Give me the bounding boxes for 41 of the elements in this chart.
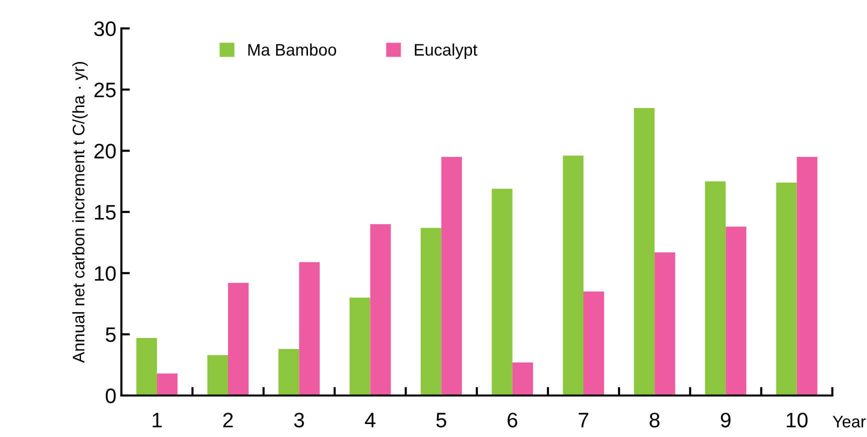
y-tick-label: 25 bbox=[94, 82, 116, 98]
y-tick-label: 10 bbox=[94, 266, 116, 281]
x-tick-label: 7 bbox=[578, 412, 588, 428]
bar bbox=[562, 156, 584, 396]
bar bbox=[370, 224, 391, 396]
x-tick-label: 5 bbox=[436, 412, 446, 428]
x-tick-label: 8 bbox=[650, 412, 660, 428]
y-tick-label: 30 bbox=[94, 21, 116, 36]
bar bbox=[634, 108, 655, 396]
x-tick-label: 9 bbox=[720, 412, 730, 428]
bar bbox=[512, 362, 534, 396]
legend-label: Eucalypt bbox=[414, 43, 478, 60]
bar bbox=[583, 291, 604, 396]
bar bbox=[441, 156, 462, 396]
bar bbox=[654, 252, 676, 396]
x-tick-label: 4 bbox=[364, 412, 376, 428]
legend-label: Ma Bamboo bbox=[248, 43, 336, 56]
bar bbox=[299, 262, 320, 396]
y-tick-label: 0 bbox=[106, 388, 116, 404]
bar bbox=[726, 226, 746, 396]
bar bbox=[796, 156, 818, 396]
bar bbox=[492, 188, 512, 396]
bar bbox=[420, 228, 442, 396]
y-tick-label: 15 bbox=[94, 205, 116, 220]
x-axis-title: Year bbox=[832, 416, 866, 428]
bar bbox=[705, 181, 726, 396]
bar bbox=[278, 348, 300, 396]
bar bbox=[350, 298, 370, 396]
bar bbox=[207, 355, 228, 396]
bar bbox=[228, 282, 249, 396]
x-tick-label: 6 bbox=[508, 412, 518, 428]
x-tick-label: 2 bbox=[223, 412, 233, 428]
x-tick-label: 1 bbox=[152, 412, 162, 428]
x-tick-label: 3 bbox=[294, 412, 304, 428]
bar bbox=[776, 182, 797, 396]
bar bbox=[136, 338, 157, 396]
x-tick-label: 10 bbox=[786, 412, 808, 428]
bar bbox=[156, 373, 178, 396]
y-tick-label: 20 bbox=[94, 144, 116, 159]
y-axis-title: Annual net carbon increment t C/(ha · yr) bbox=[72, 62, 88, 363]
y-tick-label: 5 bbox=[106, 328, 116, 342]
